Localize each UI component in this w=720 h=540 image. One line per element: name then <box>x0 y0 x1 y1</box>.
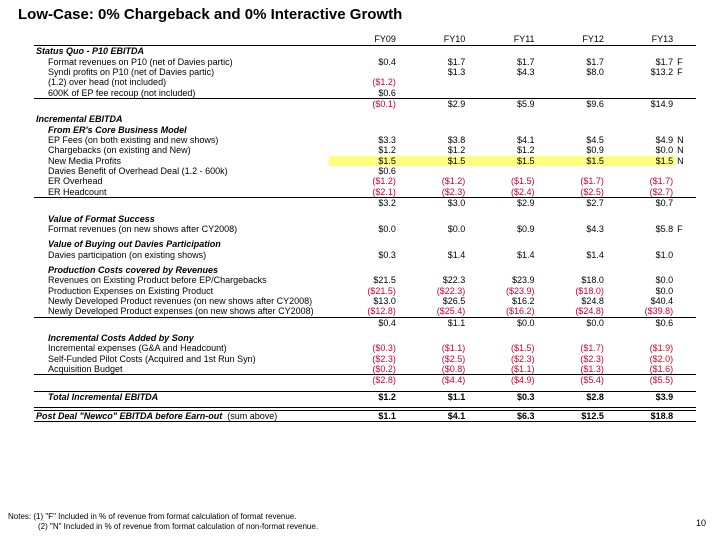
col-fy12: FY12 <box>537 34 606 46</box>
row-chargebacks: Chargebacks (on existing and New) $1.2 $… <box>34 145 696 155</box>
col-fy09: FY09 <box>329 34 398 46</box>
row-erheadcount: ER Headcount ($2.1) ($2.3) ($2.4) ($2.5)… <box>34 187 696 198</box>
row-overhead: (1.2) over head (not included) ($1.2) <box>34 77 696 87</box>
row-epfee: 600K of EP fee recoup (not included) $0.… <box>34 88 696 99</box>
footnotes: Notes: (1) "F" Included in % of revenue … <box>8 512 318 532</box>
row-sonycosts-total: ($2.8) ($4.4) ($4.9) ($5.4) ($5.5) <box>34 375 696 386</box>
footnote-1: Notes: (1) "F" Included in % of revenue … <box>8 512 318 522</box>
row-total-incremental: Total Incremental EBITDA $1.2 $1.1 $0.3 … <box>34 391 696 402</box>
row-daviespartic: Davies participation (on existing shows)… <box>34 250 696 260</box>
row-eroverhead: ER Overhead ($1.2) ($1.2) ($1.5) ($1.7) … <box>34 176 696 186</box>
row-incexp: Incremental expenses (G&A and Headcount)… <box>34 343 696 353</box>
page-number: 10 <box>696 518 706 528</box>
col-fy10: FY10 <box>398 34 467 46</box>
row-daviesbenefit: Davies Benefit of Overhead Deal (1.2 - 6… <box>34 166 696 176</box>
postdeal-sumabove: (sum above) <box>227 411 277 421</box>
row-epfees: EP Fees (on both existing and new shows)… <box>34 135 696 145</box>
section-incremental: Incremental EBITDA <box>34 114 696 124</box>
section-buydavies: Value of Buying out Davies Participation <box>34 239 696 249</box>
postdeal-label: Post Deal "Newco" EBITDA before Earn-out <box>36 411 222 421</box>
financial-table: FY09 FY10 FY11 FY12 FY13 Status Quo - P1… <box>34 34 696 422</box>
year-header-row: FY09 FY10 FY11 FY12 FY13 <box>34 34 696 46</box>
subsection-core: From ER's Core Business Model <box>34 125 696 135</box>
row-format-rev: Format revenues on P10 (net of Davies pa… <box>34 57 696 67</box>
row-expnew: Newly Developed Product expenses (on new… <box>34 306 696 317</box>
row-acq: Acquisition Budget ($0.2) ($0.8) ($1.1) … <box>34 364 696 375</box>
row-syndi: Syndi profits on P10 (net of Davies part… <box>34 67 696 77</box>
row-prodcosts-total: $0.4 $1.1 $0.0 $0.0 $0.6 <box>34 317 696 328</box>
slide-title: Low-Case: 0% Chargeback and 0% Interacti… <box>18 6 402 23</box>
row-revexist: Revenues on Existing Product before EP/C… <box>34 275 696 285</box>
row-revnew: Newly Developed Product revenues (on new… <box>34 296 696 306</box>
footnote-2: (2) "N" Included in % of revenue from fo… <box>8 522 318 532</box>
section-prodcosts: Production Costs covered by Revenues <box>34 265 696 275</box>
section-statusquo: Status Quo - P10 EBITDA <box>34 46 696 57</box>
section-sonycosts: Incremental Costs Added by Sony <box>34 333 696 343</box>
row-postdeal: Post Deal "Newco" EBITDA before Earn-out… <box>34 411 696 422</box>
row-statusquo-total: ($0.1) $2.9 $5.9 $9.6 $14.9 <box>34 99 696 110</box>
col-fy11: FY11 <box>467 34 536 46</box>
row-newmedia: New Media Profits $1.5 $1.5 $1.5 $1.5 $1… <box>34 156 696 166</box>
row-incremental-total: $3.2 $3.0 $2.9 $2.7 $0.7 <box>34 198 696 209</box>
col-fy13: FY13 <box>606 34 675 46</box>
section-formatsuccess: Value of Format Success <box>34 214 696 224</box>
row-formatnew: Format revenues (on new shows after CY20… <box>34 224 696 234</box>
row-pilot: Self-Funded Pilot Costs (Acquired and 1s… <box>34 354 696 364</box>
row-expexist: Production Expenses on Existing Product … <box>34 286 696 296</box>
slide: Low-Case: 0% Chargeback and 0% Interacti… <box>0 0 720 540</box>
